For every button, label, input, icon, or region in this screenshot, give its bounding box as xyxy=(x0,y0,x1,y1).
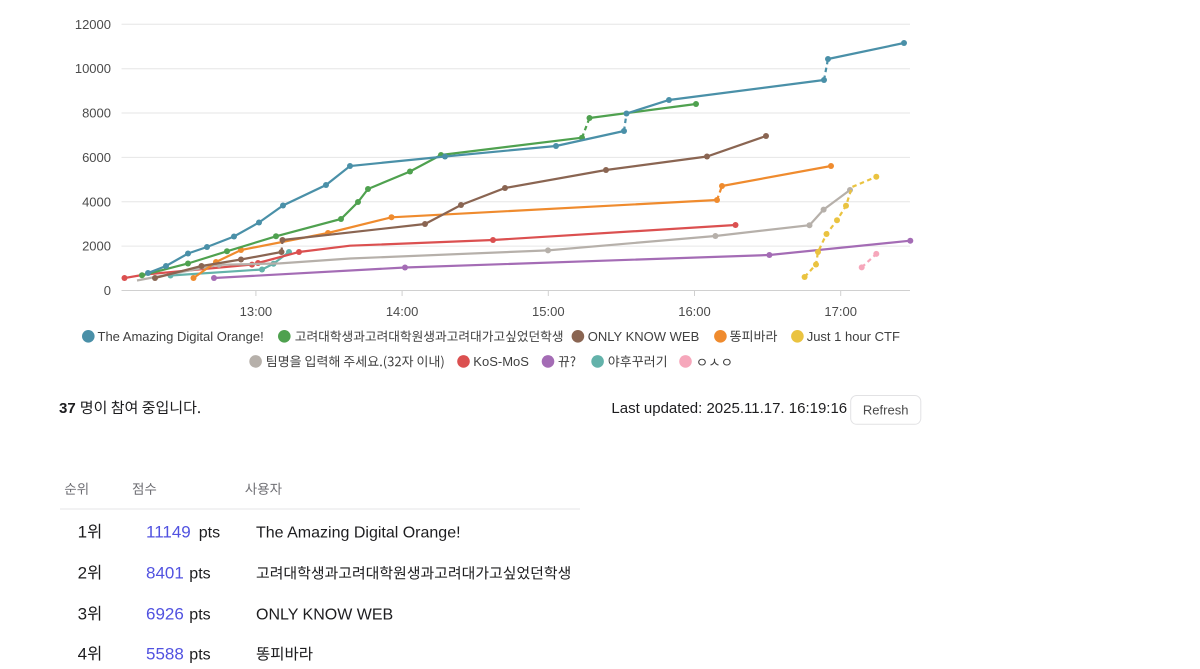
svg-text:The Amazing Digital Orange!: The Amazing Digital Orange! xyxy=(98,329,264,344)
svg-text:8000: 8000 xyxy=(82,105,111,120)
svg-text:5588: 5588 xyxy=(146,644,184,663)
svg-text:1: 1 xyxy=(78,522,87,541)
svg-text:Refresh: Refresh xyxy=(863,403,909,418)
svg-text:ONLY KNOW WEB: ONLY KNOW WEB xyxy=(256,606,393,623)
svg-text:12000: 12000 xyxy=(75,17,111,32)
svg-text:15:00: 15:00 xyxy=(532,304,565,319)
svg-text:pts: pts xyxy=(189,565,210,582)
svg-text:11149: 11149 xyxy=(146,522,191,541)
svg-text:ONLY KNOW WEB: ONLY KNOW WEB xyxy=(588,329,699,344)
svg-text:3: 3 xyxy=(78,604,87,623)
svg-text:0: 0 xyxy=(104,283,111,298)
svg-text:Last updated: 2025.11.17. 16:1: Last updated: 2025.11.17. 16:19:16 xyxy=(611,400,847,417)
svg-text:2: 2 xyxy=(78,563,87,582)
svg-text:8401: 8401 xyxy=(146,563,184,582)
svg-text:10000: 10000 xyxy=(75,61,111,76)
svg-text:pts: pts xyxy=(189,646,210,663)
svg-text:37: 37 xyxy=(59,400,76,417)
svg-text:KoS-MoS: KoS-MoS xyxy=(473,354,529,369)
svg-text:16:00: 16:00 xyxy=(678,304,711,319)
svg-text:4000: 4000 xyxy=(82,194,111,209)
svg-text:2000: 2000 xyxy=(82,239,111,254)
svg-text:17:00: 17:00 xyxy=(824,304,857,319)
svg-text:6926: 6926 xyxy=(146,604,184,623)
svg-text:4: 4 xyxy=(78,644,87,663)
svg-text:pts: pts xyxy=(189,606,210,623)
svg-text:The Amazing Digital Orange!: The Amazing Digital Orange! xyxy=(256,524,461,541)
svg-text:pts: pts xyxy=(199,524,220,541)
svg-text:13:00: 13:00 xyxy=(240,304,273,319)
svg-text:14:00: 14:00 xyxy=(386,304,419,319)
svg-text:6000: 6000 xyxy=(82,150,111,165)
svg-text:Just 1 hour CTF: Just 1 hour CTF xyxy=(807,329,900,344)
